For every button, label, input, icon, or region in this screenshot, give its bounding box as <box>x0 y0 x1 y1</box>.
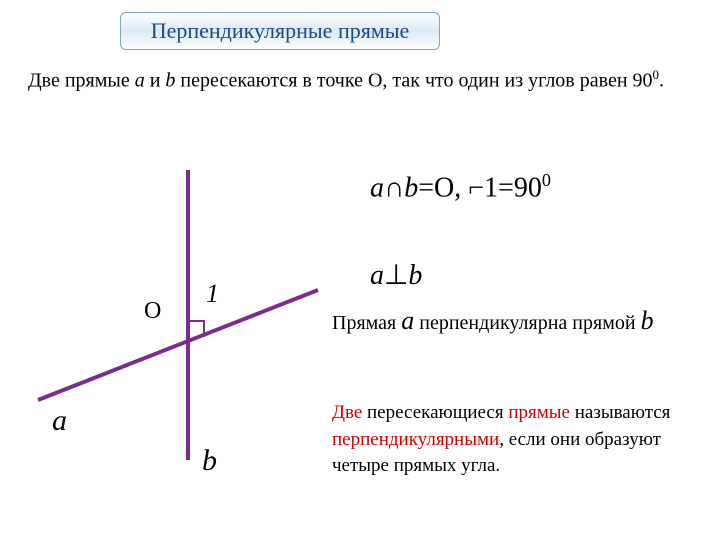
title-box: Перпендикулярные прямые <box>120 12 440 50</box>
definition-text: Две пересекающиеся прямые называются пер… <box>332 400 692 480</box>
f1-sup: 0 <box>542 170 551 190</box>
def-t4: называются <box>570 402 670 423</box>
f1-b: b <box>404 172 418 203</box>
intro-post: . <box>659 70 664 92</box>
description-perp: Прямая a перпендикулярна прямой b <box>332 300 692 342</box>
def-t1: Две <box>332 402 362 423</box>
intro-mid2: пересекаются в точке О, так что один из … <box>175 70 652 92</box>
f1-one: 1=90 <box>484 172 542 203</box>
def-t3: прямые <box>508 402 570 423</box>
d1-w2: перпендикулярна прямой <box>414 312 640 334</box>
label-b: b <box>202 444 217 477</box>
d1-w1: Прямая <box>332 312 401 334</box>
f1-a: a <box>370 172 384 203</box>
f2-perp: ⊥ <box>384 260 408 291</box>
f2-a: a <box>370 260 384 291</box>
intro-a: a <box>135 70 145 92</box>
intro-pre: Две прямые <box>28 70 135 92</box>
title-text: Перпендикулярные прямые <box>151 18 410 43</box>
label-1: 1 <box>206 279 219 308</box>
f1-cap: ∩ <box>384 172 404 203</box>
label-a: a <box>52 404 67 437</box>
label-O: О <box>144 298 161 324</box>
f1-angle: ⌐ <box>468 172 484 203</box>
geometry-diagram: О 1 a b <box>28 150 328 490</box>
d1-a: a <box>401 306 414 335</box>
def-t5: перпендикулярными <box>332 429 499 450</box>
intro-mid1: и <box>145 70 166 92</box>
d1-b: b <box>641 306 654 335</box>
formula-perpendicular: a⊥b <box>370 258 422 292</box>
f1-eq: =О, <box>418 172 468 203</box>
formula-intersection: a∩b=О, ⌐1=900 <box>370 170 551 204</box>
intro-b: b <box>165 70 175 92</box>
f2-b: b <box>408 260 422 291</box>
def-t2: пересекающиеся <box>362 402 508 423</box>
intro-text: Две прямые a и b пересекаются в точке О,… <box>28 66 668 95</box>
line-a <box>38 290 318 400</box>
